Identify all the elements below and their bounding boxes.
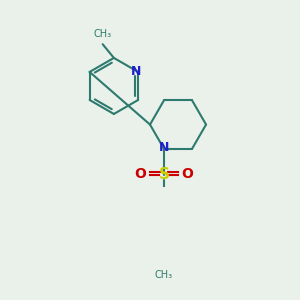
Text: O: O <box>182 167 194 181</box>
Text: O: O <box>134 167 146 181</box>
Text: S: S <box>158 167 169 182</box>
Text: N: N <box>131 65 142 78</box>
Text: CH₃: CH₃ <box>155 270 173 280</box>
Text: N: N <box>159 141 169 154</box>
Text: CH₃: CH₃ <box>94 29 112 39</box>
